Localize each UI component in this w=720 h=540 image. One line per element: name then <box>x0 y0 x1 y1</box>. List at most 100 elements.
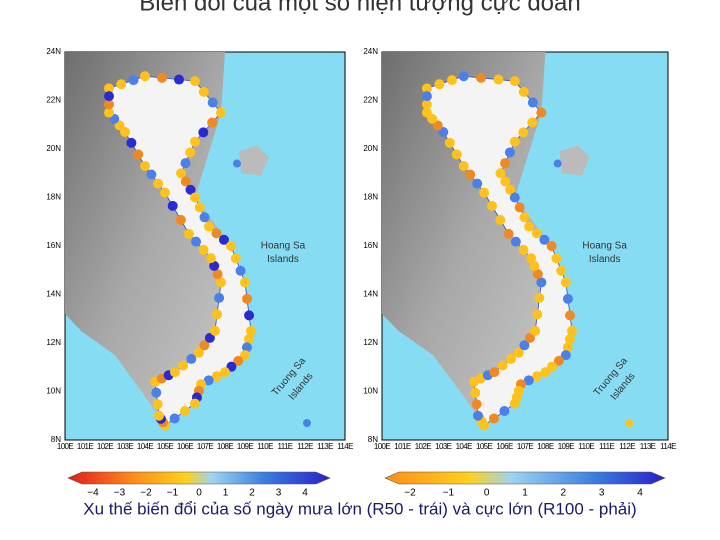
lon-label: 108E <box>537 442 554 451</box>
station-dot <box>534 292 545 303</box>
station-dot <box>114 120 125 131</box>
station-dot <box>180 158 191 169</box>
station-dot <box>509 136 520 147</box>
station-dot <box>243 334 254 345</box>
station-dot <box>524 332 535 343</box>
station-dot <box>240 350 250 361</box>
station-dot <box>194 347 204 358</box>
lon-label: 108E <box>217 442 234 451</box>
station-dot <box>194 202 205 213</box>
station-dot <box>553 355 564 366</box>
station-dot <box>190 192 200 203</box>
lat-label: 12N <box>46 338 61 347</box>
station-dot <box>458 71 469 82</box>
station-dot <box>488 413 499 424</box>
island-dot <box>625 419 634 428</box>
station-dot <box>226 241 236 251</box>
station-dot <box>175 214 186 225</box>
lon-label: 100E <box>374 442 391 451</box>
station-dot <box>472 178 483 189</box>
hainan-island <box>559 145 590 176</box>
station-dot <box>104 99 114 110</box>
lon-label: 107E <box>197 442 214 451</box>
lat-label: 16N <box>46 241 61 250</box>
station-dot <box>191 236 202 247</box>
island-dot <box>553 159 562 168</box>
station-dot <box>560 350 571 361</box>
lon-label: 109E <box>237 442 254 451</box>
colorbar-label: −4 <box>87 488 99 499</box>
lat-label: 14N <box>363 290 378 299</box>
lat-label: 24N <box>46 47 61 56</box>
station-dot <box>519 340 530 351</box>
station-dot <box>473 410 484 421</box>
colorbar-label: 1 <box>223 488 229 499</box>
lon-label: 106E <box>177 442 194 451</box>
colorbar-label: 0 <box>196 488 202 499</box>
station-dot <box>212 269 223 280</box>
colorbar <box>67 471 331 485</box>
station-dot <box>186 353 197 364</box>
lon-label: 104E <box>456 442 473 451</box>
station-dot <box>190 76 200 87</box>
station-dot <box>519 212 530 223</box>
station-dot <box>104 91 114 102</box>
station-dot <box>476 72 487 83</box>
colorbar-label: 0 <box>484 488 490 499</box>
lon-label: 110E <box>578 442 594 451</box>
station-dot <box>167 200 178 211</box>
station-dot <box>241 342 252 353</box>
station-dot <box>240 277 250 288</box>
station-dot <box>140 71 150 82</box>
station-dot <box>510 236 521 247</box>
island-label: Islands <box>267 254 299 265</box>
station-dot <box>421 91 432 102</box>
station-dot <box>146 169 157 180</box>
colorbar-label: 4 <box>637 488 643 499</box>
lat-label: 10N <box>363 387 378 396</box>
colorbar-label: −1 <box>443 488 455 499</box>
station-dot <box>486 200 497 211</box>
station-dot <box>160 187 170 198</box>
station-dot <box>509 192 520 203</box>
station-dot <box>170 367 180 378</box>
colorbar-label: 1 <box>522 488 528 499</box>
station-dot <box>199 212 210 223</box>
lon-label: 105E <box>157 442 174 451</box>
station-dot <box>157 72 167 83</box>
colorbar-label: 3 <box>599 488 605 499</box>
lat-label: 24N <box>363 47 378 56</box>
station-dot <box>509 398 520 409</box>
station-dot <box>451 149 462 160</box>
station-dot <box>207 117 218 128</box>
lon-label: 112E <box>297 442 313 451</box>
station-dot <box>421 99 432 110</box>
lon-label: 105E <box>476 442 493 451</box>
station-dot <box>500 158 511 169</box>
lon-label: 101E <box>394 442 411 451</box>
station-dot <box>185 184 196 195</box>
station-dot <box>509 76 520 87</box>
station-dot <box>523 375 534 386</box>
station-dot <box>216 277 226 288</box>
station-dot <box>198 244 209 255</box>
island-label: Hoang Sa <box>261 241 306 252</box>
station-dot <box>504 147 515 158</box>
station-dot <box>244 310 255 321</box>
lon-label: 101E <box>77 442 94 451</box>
station-dot <box>185 147 196 158</box>
station-dot <box>532 371 543 382</box>
station-dot <box>204 332 215 343</box>
station-dot <box>206 253 216 264</box>
station-dot <box>126 137 137 148</box>
station-dot <box>153 178 164 189</box>
station-dot <box>180 176 191 187</box>
island-label: Hoang Sa <box>582 241 627 252</box>
station-dot <box>198 86 209 97</box>
colorbar-label: −2 <box>140 488 152 499</box>
station-dot <box>465 169 476 180</box>
